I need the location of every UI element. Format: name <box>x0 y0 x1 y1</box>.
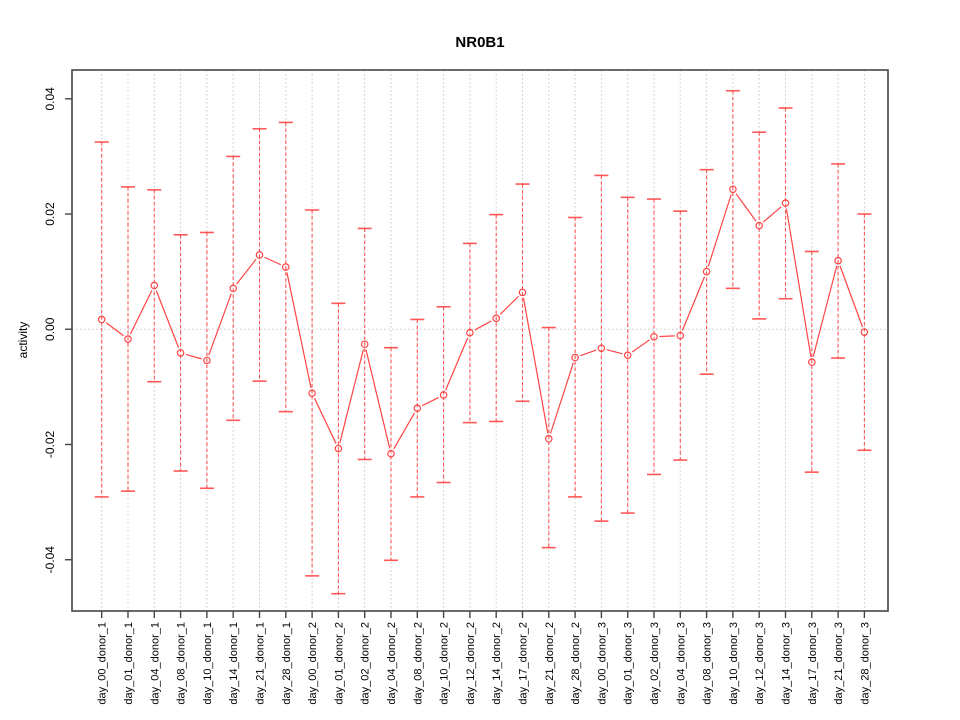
series-line-segment <box>681 276 706 331</box>
data-point-marker <box>755 221 764 230</box>
data-point-marker <box>97 315 106 324</box>
data-point-marker <box>255 251 264 259</box>
y-tick-label: 0.00 <box>43 317 57 341</box>
data-point-marker <box>281 263 290 271</box>
series-line-segment <box>839 265 864 328</box>
y-tick-label: -0.02 <box>43 430 57 458</box>
series-line-segment <box>393 412 416 450</box>
series-line-segment <box>580 349 597 357</box>
x-tick-label: day_02_donor_3 <box>649 622 661 705</box>
x-tick-label: day_14_donor_2 <box>491 622 503 705</box>
x-tick-label: day_17_donor_3 <box>807 622 819 705</box>
y-axis-label: activity <box>16 322 30 359</box>
x-tick-label: day_04_donor_3 <box>675 622 687 705</box>
x-tick-label: day_28_donor_1 <box>281 622 293 705</box>
x-tick-label: day_01_donor_2 <box>333 622 345 705</box>
series-line-segment <box>313 397 337 444</box>
series-line-segment <box>421 396 439 407</box>
data-point-marker <box>729 185 737 194</box>
x-tick-label: day_00_donor_1 <box>97 622 109 705</box>
data-point-marker <box>203 356 211 365</box>
data-point-marker <box>308 389 316 398</box>
x-tick-label: day_02_donor_2 <box>360 622 372 705</box>
series-line-segment <box>735 193 757 222</box>
y-tick-label: 0.02 <box>43 202 57 226</box>
series-line-segment <box>606 349 623 355</box>
series-line-segment <box>549 362 574 434</box>
series-line-segment <box>812 265 838 357</box>
data-point-marker <box>387 449 395 458</box>
x-tick-label: day_01_donor_3 <box>623 622 635 705</box>
x-tick-label: day_12_donor_3 <box>754 622 766 705</box>
x-tick-label: day_21_donor_1 <box>255 622 267 705</box>
series-line-segment <box>631 339 650 353</box>
x-tick-label: day_08_donor_3 <box>702 622 714 705</box>
data-point-marker <box>702 267 711 276</box>
x-tick-label: day_01_donor_1 <box>123 622 135 705</box>
data-point-marker <box>571 353 579 362</box>
data-point-marker <box>413 404 422 412</box>
x-tick-label: day_08_donor_1 <box>176 622 188 705</box>
data-point-marker <box>334 444 343 453</box>
series-line-segment <box>208 293 232 356</box>
data-point-marker <box>518 288 527 297</box>
series-line-segment <box>785 208 812 357</box>
chart-title: NR0B1 <box>455 34 504 51</box>
series-line-segment <box>707 194 732 267</box>
x-tick-label: day_10_donor_2 <box>439 622 451 705</box>
series-line-segment <box>129 290 153 335</box>
x-tick-label: day_21_donor_3 <box>833 622 845 705</box>
data-point-marker <box>544 434 553 443</box>
series-line-segment <box>474 320 492 331</box>
data-point-marker <box>860 328 869 336</box>
series-line-segment <box>339 349 364 444</box>
data-point-marker <box>176 349 185 357</box>
series-line-segment <box>155 290 180 348</box>
series-line-segment <box>286 272 312 388</box>
x-tick-label: day_28_donor_2 <box>570 622 582 705</box>
series-line-segment <box>105 322 124 337</box>
x-tick-label: day_10_donor_1 <box>202 622 214 705</box>
data-point-marker <box>439 391 448 399</box>
x-tick-label: day_04_donor_1 <box>149 622 161 705</box>
data-point-marker <box>150 281 159 290</box>
x-tick-label: day_21_donor_2 <box>544 622 556 705</box>
data-point-marker <box>597 344 606 353</box>
y-tick-label: 0.04 <box>43 87 57 111</box>
data-point-marker <box>623 351 632 359</box>
series-line-segment <box>445 337 469 391</box>
x-tick-label: day_10_donor_3 <box>728 622 740 705</box>
data-point-marker <box>807 358 816 366</box>
series-line-segment <box>499 295 520 315</box>
data-point-marker <box>834 256 842 265</box>
y-tick-label: -0.04 <box>43 546 57 574</box>
series-line-segment <box>522 297 549 434</box>
data-point-marker <box>124 335 132 343</box>
series-line-segment <box>365 349 391 449</box>
series-line-segment <box>264 256 282 266</box>
x-tick-label: day_00_donor_3 <box>596 622 608 705</box>
plot-box <box>71 69 889 612</box>
data-point-marker <box>781 199 790 207</box>
data-point-marker <box>650 332 658 341</box>
x-tick-label: day_14_donor_1 <box>228 622 240 705</box>
data-point-marker <box>676 331 685 340</box>
x-tick-label: day_14_donor_3 <box>781 622 793 705</box>
x-tick-label: day_00_donor_2 <box>307 622 319 705</box>
data-point-marker <box>229 284 238 293</box>
x-tick-label: day_08_donor_2 <box>412 622 424 705</box>
data-point-marker <box>466 328 474 337</box>
x-tick-label: day_17_donor_2 <box>518 622 530 705</box>
data-point-marker <box>492 314 501 323</box>
data-point-marker <box>360 340 369 349</box>
x-tick-label: day_04_donor_2 <box>386 622 398 705</box>
series-line-segment <box>762 206 782 223</box>
x-tick-label: day_28_donor_3 <box>859 622 871 705</box>
series-line-segment <box>185 353 202 360</box>
series-line-segment <box>236 258 257 285</box>
series-line-segment <box>659 335 675 338</box>
x-tick-label: day_12_donor_2 <box>465 622 477 705</box>
